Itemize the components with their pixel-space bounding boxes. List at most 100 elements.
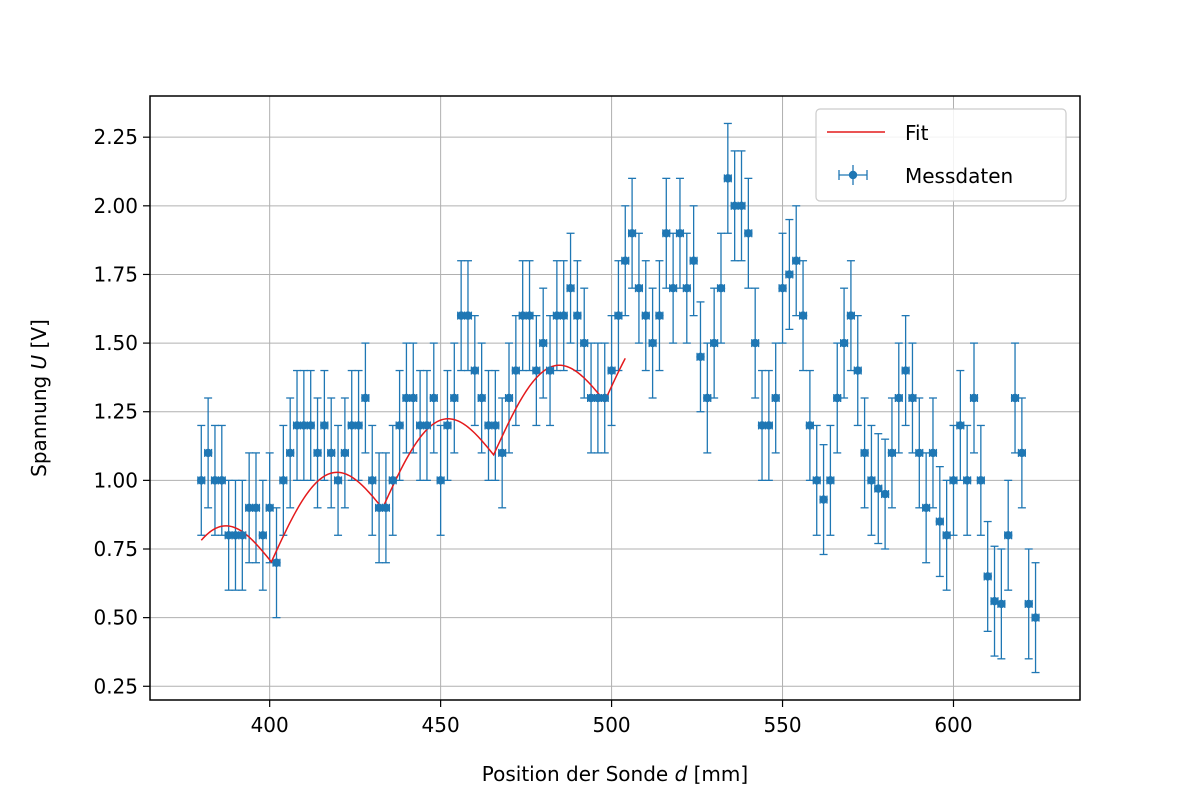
- data-point: [668, 283, 678, 293]
- data-point: [627, 229, 637, 238]
- data-point: [532, 366, 541, 375]
- legend-data-swatch: [838, 165, 868, 185]
- x-axis-ticks: 400 450 500 550 600: [251, 700, 973, 737]
- data-point: [265, 503, 274, 513]
- y-tick-label: 1.00: [93, 468, 138, 492]
- data-point: [662, 229, 671, 238]
- data-point: [395, 421, 404, 430]
- data-point: [614, 311, 623, 320]
- data-point: [997, 599, 1006, 609]
- data-point: [874, 484, 883, 493]
- data-point: [566, 283, 575, 293]
- data-point: [709, 338, 719, 348]
- data-point: [962, 476, 972, 485]
- data-point: [819, 495, 828, 504]
- data-point: [285, 448, 295, 458]
- plot-frame: [149, 95, 1081, 701]
- x-tick-label: 450: [422, 713, 460, 737]
- data-point: [648, 338, 657, 348]
- data-point: [716, 283, 726, 293]
- data-point: [887, 448, 897, 458]
- data-point: [634, 283, 644, 293]
- data-point: [983, 572, 992, 581]
- data-point: [368, 476, 377, 485]
- data-points: [197, 174, 1040, 622]
- data-point: [600, 393, 609, 403]
- data-point: [436, 476, 445, 485]
- data-point: [210, 476, 220, 485]
- data-point: [299, 421, 309, 430]
- data-point: [443, 421, 452, 430]
- data-point: [703, 393, 712, 403]
- y-tick-label: 2.00: [93, 194, 138, 218]
- data-point: [504, 393, 514, 403]
- x-tick-label: 400: [251, 713, 289, 737]
- data-point: [573, 311, 582, 320]
- x-tick-label: 600: [934, 713, 972, 737]
- data-point: [621, 256, 630, 265]
- x-axis-label: Position der Sonde d [mm]: [482, 762, 748, 786]
- data-point: [1031, 613, 1040, 622]
- data-point: [792, 256, 801, 265]
- data-point: [463, 311, 473, 320]
- y-tick-label: 1.75: [93, 262, 138, 286]
- data-point: [867, 476, 876, 485]
- data-point: [409, 393, 418, 403]
- data-point: [921, 503, 931, 513]
- data-point: [750, 338, 760, 348]
- data-point: [908, 393, 917, 403]
- data-point: [1010, 393, 1020, 403]
- data-point: [935, 517, 945, 526]
- data-point: [846, 311, 856, 320]
- y-tick-label: 2.25: [93, 125, 138, 149]
- data-point: [429, 393, 438, 403]
- data-point: [607, 366, 616, 375]
- data-point: [484, 421, 493, 430]
- data-point: [805, 421, 815, 430]
- y-tick-label: 1.25: [93, 400, 138, 424]
- data-point: [306, 421, 315, 430]
- data-point: [361, 393, 370, 403]
- data-point: [559, 311, 568, 320]
- data-point: [737, 201, 746, 211]
- y-axis-label: Spannung U [V]: [27, 319, 51, 477]
- data-point: [272, 558, 281, 567]
- data-point: [518, 311, 527, 320]
- data-point: [491, 421, 500, 430]
- y-tick-label: 0.50: [93, 606, 138, 630]
- fit-line: [200, 357, 626, 564]
- data-point: [675, 229, 685, 238]
- legend: Fit Messdaten: [815, 108, 1067, 202]
- data-point: [217, 476, 227, 485]
- data-point: [1024, 599, 1033, 609]
- data-point: [833, 393, 842, 403]
- data-point: [894, 393, 903, 403]
- data-point: [477, 393, 486, 403]
- data-point: [798, 311, 808, 320]
- data-point: [545, 366, 555, 375]
- data-point: [580, 338, 589, 348]
- data-point: [511, 366, 521, 375]
- data-point: [942, 531, 951, 540]
- data-point: [224, 531, 233, 540]
- data-point: [251, 503, 261, 513]
- y-axis-ticks: 0.25 0.50 0.75 1.00 1.25 1.50 1.75 2.00 2.25: [93, 125, 150, 698]
- data-point: [949, 476, 958, 485]
- data-point: [928, 448, 938, 458]
- data-point: [593, 393, 603, 403]
- data-point: [340, 448, 350, 458]
- data-point: [682, 283, 692, 293]
- data-point: [696, 352, 705, 362]
- data-point: [1017, 448, 1027, 458]
- legend-fit-label: Fit: [905, 121, 929, 145]
- y-tick-label: 0.25: [93, 674, 138, 698]
- data-point: [244, 503, 254, 513]
- data-point: [456, 311, 466, 320]
- data-point: [525, 311, 534, 320]
- data-point: [402, 393, 411, 403]
- data-point: [641, 311, 650, 320]
- data-point: [381, 503, 391, 513]
- data-point: [860, 448, 869, 458]
- data-point: [771, 393, 780, 403]
